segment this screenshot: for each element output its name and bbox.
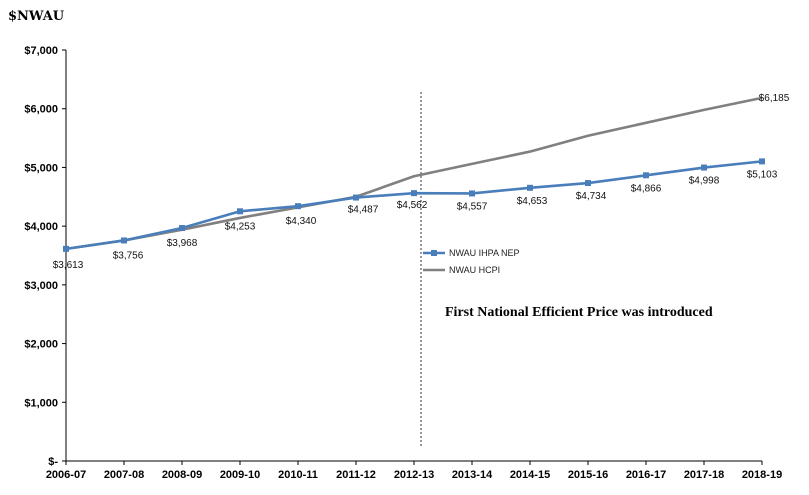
nep-data-point [585,180,591,187]
nep-data-label: $3,756 [113,250,144,261]
nep-data-point [179,225,185,232]
nep-data-label: $3,968 [167,238,198,249]
nep-data-label: $4,562 [397,200,428,211]
x-tick-label: 2013-14 [452,469,493,481]
nep-data-point [237,208,243,215]
x-tick-label: 2011-12 [336,469,376,481]
x-axis-ticks: 2006-07 2007-08 2008-09 2009-10 2010-11 2011-… [46,461,782,481]
nep-data-label: $4,487 [348,205,379,216]
x-tick-label: 2016-17 [626,469,666,481]
nep-data-label: $4,253 [225,221,256,232]
data-labels: $3,613 $3,756 $3,968 $4,253 $4,340 $4,487 $4,5… [53,93,790,271]
y-tick-label: $1,000 [24,397,58,409]
x-tick-label: 2010-11 [278,469,318,481]
axes [65,50,762,462]
x-tick-label: 2007-08 [104,469,144,481]
nep-data-label: $5,103 [747,169,778,180]
legend-marker-nep [431,250,437,256]
x-tick-label: 2008-09 [162,469,202,481]
nep-data-label: $4,866 [631,183,662,194]
nep-data-label: $4,734 [576,191,607,202]
nep-data-point [759,158,765,165]
y-tick-label: $5,000 [24,162,58,174]
nep-data-label: $3,613 [53,260,84,271]
nep-data-point [295,203,301,210]
y-tick-label: $3,000 [24,280,58,292]
y-tick-label: $6,000 [24,104,58,116]
nep-data-point [469,190,475,197]
x-tick-label: 2017-18 [684,469,724,481]
annotation-text: First National Efficient Price was intro… [445,305,713,320]
y-axis-ticks: $- $1,000 $2,000 $3,000 $4,000 $5,000 $6,000 $7… [24,45,66,468]
x-tick-label: 2006-07 [46,469,86,481]
nep-data-point [121,237,127,244]
x-tick-label: 2012-13 [394,469,434,481]
x-tick-label: 2015-16 [568,469,608,481]
nep-data-label: $4,340 [286,216,317,227]
x-tick-label: 2014-15 [510,469,550,481]
x-tick-label: 2018-19 [742,469,782,481]
legend: NWAU IHPA NEP NWAU HCPI [423,248,520,275]
legend-label-nep: NWAU IHPA NEP [449,248,520,258]
hcpi-end-label: $6,185 [759,93,790,104]
nep-data-point [353,194,359,201]
x-tick-label: 2009-10 [220,469,260,481]
nep-data-point [527,184,533,191]
nep-data-label: $4,557 [457,201,488,212]
nep-data-point [701,164,707,171]
legend-label-hcpi: NWAU HCPI [449,265,500,275]
nep-data-label: $4,653 [517,196,548,207]
nep-data-point [643,172,649,179]
y-tick-label: $4,000 [24,221,58,233]
nep-data-point [63,245,69,252]
y-tick-label: $7,000 [24,45,58,57]
series-group [63,96,765,252]
nep-data-label: $4,998 [689,176,720,187]
nep-data-point [411,190,417,197]
y-tick-label: $2,000 [24,339,58,351]
y-axis-title: $NWAU [8,9,65,24]
y-tick-label: $- [48,456,58,468]
